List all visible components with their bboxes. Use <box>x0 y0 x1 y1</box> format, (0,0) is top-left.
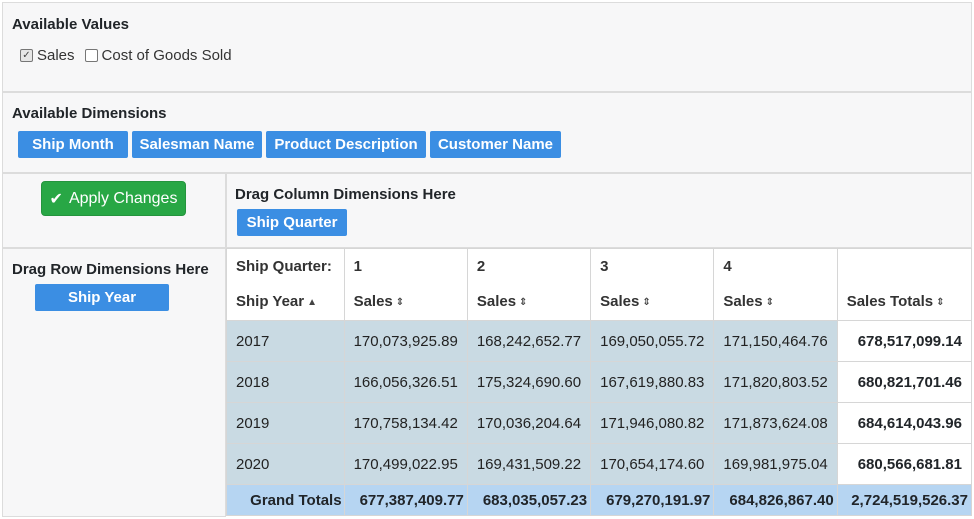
column-dropzone-title: Drag Column Dimensions Here <box>235 186 456 203</box>
sort-asc-icon: ▲ <box>307 297 317 309</box>
apply-changes-button[interactable]: ✔ Apply Changes <box>41 181 186 216</box>
quarter-header-3: 3 <box>590 248 715 284</box>
available-values-title: Available Values <box>12 16 130 33</box>
totals-header-spacer <box>836 248 973 284</box>
sort-icon: ⇕ <box>642 297 651 309</box>
data-cell: 166,056,326.51 <box>343 361 468 403</box>
measure-header-label: Sales <box>600 293 640 311</box>
measure-header-q1[interactable]: Sales ⇕ <box>343 283 468 321</box>
quarter-header-4: 4 <box>713 248 838 284</box>
data-cell: 167,619,880.83 <box>590 361 715 403</box>
row-year: 2020 <box>226 443 345 485</box>
row-dimension-ship-year[interactable]: Ship Year <box>35 284 169 311</box>
check-icon: ✔ <box>49 190 63 208</box>
data-cell: 171,873,624.08 <box>713 402 838 444</box>
grand-totals-row: Grand Totals 677,387,409.77 683,035,057.… <box>226 484 973 516</box>
data-cell: 175,324,690.60 <box>466 361 592 403</box>
grand-total-cell: 683,035,057.23 <box>466 484 592 516</box>
quarter-header-2: 2 <box>466 248 592 284</box>
cogs-checkbox-label[interactable]: Cost of Goods Sold <box>101 47 232 64</box>
sort-icon: ⇕ <box>765 297 774 309</box>
grand-total-cell: 684,826,867.40 <box>713 484 838 516</box>
dimension-ship-month[interactable]: Ship Month <box>18 131 128 158</box>
sort-icon: ⇕ <box>936 297 945 309</box>
sort-icon: ⇕ <box>519 297 528 309</box>
data-cell: 171,820,803.52 <box>713 361 838 403</box>
data-cell: 171,150,464.76 <box>713 320 838 362</box>
available-dimensions-panel: Available Dimensions Ship Month Salesman… <box>2 92 972 173</box>
row-dimension-dropzone[interactable]: Drag Row Dimensions Here Ship Year <box>2 248 226 517</box>
dimension-customer-name[interactable]: Customer Name <box>430 131 561 158</box>
totals-header-label: Sales Totals <box>846 293 934 311</box>
measure-header-label: Sales <box>476 293 517 311</box>
row-year: 2018 <box>226 361 345 403</box>
apply-changes-label: Apply Changes <box>68 189 178 207</box>
data-cell: 170,073,925.89 <box>343 320 468 362</box>
table-row: 2017 170,073,925.89 168,242,652.77 169,0… <box>226 320 973 362</box>
sales-checkbox-label[interactable]: Sales <box>37 47 75 64</box>
sales-checkbox[interactable]: ✓ <box>20 49 33 62</box>
column-dimension-dropzone[interactable]: Drag Column Dimensions Here Ship Quarter <box>226 173 972 248</box>
column-dimension-header: Ship Quarter: <box>226 248 345 284</box>
grand-total-cell: 677,387,409.77 <box>343 484 468 516</box>
row-year: 2019 <box>226 402 345 444</box>
table-row: 2020 170,499,022.95 169,431,509.22 170,6… <box>226 443 973 485</box>
dimension-product-description[interactable]: Product Description <box>266 131 426 158</box>
data-cell: 170,758,134.42 <box>343 402 468 444</box>
available-dimensions-title: Available Dimensions <box>12 105 167 122</box>
grand-total-overall: 2,724,519,526.37 <box>836 484 973 516</box>
row-dropzone-title: Drag Row Dimensions Here <box>12 261 209 278</box>
pivot-table: Ship Quarter: 1 2 3 4 Ship Year ▲ Sales ⇕ … <box>226 248 973 516</box>
data-cell: 170,654,174.60 <box>590 443 715 485</box>
sort-icon: ⇕ <box>395 297 405 309</box>
row-dimension-header-label: Ship Year <box>236 293 305 311</box>
table-row: 2019 170,758,134.42 170,036,204.64 171,9… <box>226 402 973 444</box>
data-cell: 169,050,055.72 <box>590 320 715 362</box>
row-total: 678,517,099.14 <box>836 320 973 362</box>
cogs-checkbox[interactable] <box>84 49 98 62</box>
data-cell: 168,242,652.77 <box>466 320 592 362</box>
measure-header-label: Sales <box>353 293 393 311</box>
grand-totals-label: Grand Totals <box>226 484 345 516</box>
row-dimension-header[interactable]: Ship Year ▲ <box>226 283 345 321</box>
table-row: 2018 166,056,326.51 175,324,690.60 167,6… <box>226 361 973 403</box>
data-cell: 169,431,509.22 <box>466 443 592 485</box>
measure-header-label: Sales <box>723 293 763 311</box>
row-total: 684,614,043.96 <box>836 402 973 444</box>
data-cell: 169,981,975.04 <box>713 443 838 485</box>
totals-header[interactable]: Sales Totals ⇕ <box>836 283 973 321</box>
measure-header-q2[interactable]: Sales ⇕ <box>466 283 592 321</box>
data-cell: 170,499,022.95 <box>343 443 468 485</box>
measure-header-q3[interactable]: Sales ⇕ <box>590 283 715 321</box>
measure-header-q4[interactable]: Sales ⇕ <box>713 283 838 321</box>
row-total: 680,566,681.81 <box>836 443 973 485</box>
data-cell: 170,036,204.64 <box>466 402 592 444</box>
grand-total-cell: 679,270,191.97 <box>590 484 715 516</box>
dimension-salesman-name[interactable]: Salesman Name <box>132 131 262 158</box>
row-total: 680,821,701.46 <box>836 361 973 403</box>
data-cell: 171,946,080.82 <box>590 402 715 444</box>
available-values-panel: Available Values ✓ Sales Cost of Goods S… <box>2 2 972 92</box>
column-dimension-ship-quarter[interactable]: Ship Quarter <box>237 209 347 236</box>
row-year: 2017 <box>226 320 345 362</box>
quarter-header-1: 1 <box>343 248 468 284</box>
